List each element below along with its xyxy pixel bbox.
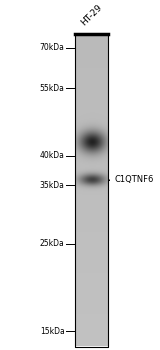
Text: 55kDa: 55kDa (40, 84, 65, 93)
Text: 40kDa: 40kDa (40, 152, 65, 160)
Text: 70kDa: 70kDa (40, 43, 65, 52)
Text: HT-29: HT-29 (79, 3, 104, 28)
Text: 25kDa: 25kDa (40, 239, 65, 248)
Text: C1QTNF6: C1QTNF6 (114, 175, 154, 184)
Text: 15kDa: 15kDa (40, 327, 65, 336)
Text: 35kDa: 35kDa (40, 181, 65, 190)
